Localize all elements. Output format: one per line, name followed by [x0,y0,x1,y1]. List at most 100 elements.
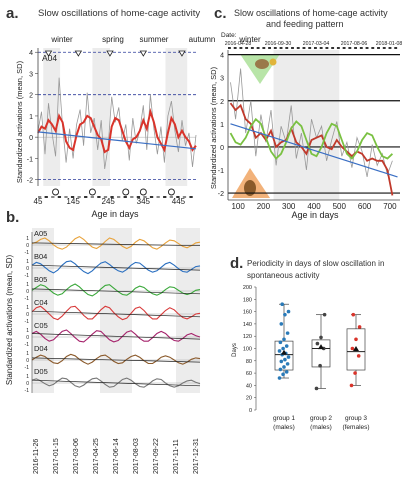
y-tick-label: 4 [220,53,224,60]
panel-c-title-line2: and feeding pattern [266,19,344,29]
y-tick-label: 1 [26,236,29,242]
date-bar [371,47,375,49]
date-bar [279,47,283,49]
x-tick-label: 500 [333,202,347,211]
row-label: B04 [34,252,47,261]
y-tick-label: 1 [26,374,29,380]
date-bar [273,47,277,49]
season-label: winter [50,35,73,44]
series-line [37,107,197,154]
y-tick-label: 1 [26,282,29,288]
series-line [31,329,201,343]
data-point [281,372,285,377]
season-label: autumn [189,35,216,44]
series-line [31,353,201,365]
date-bar [228,47,231,49]
data-point [284,370,289,374]
date-bar [336,47,340,49]
series-line [31,377,201,388]
mean-marker [318,344,324,350]
trend-line [31,288,201,295]
row-label: D05 [34,367,48,376]
data-point [356,354,361,358]
date-bar [103,196,108,198]
data-point [283,357,287,362]
panel-d-y-label: Days [232,343,238,357]
group-label: group 1 [273,415,295,422]
y-tick-label: 100 [243,347,252,353]
date-bar [302,47,306,49]
season-label: winter [238,35,261,44]
season-band [32,228,54,393]
panel-d-title-line1: Periodicity in days of slow oscillation … [247,259,384,268]
date-bar [163,196,167,198]
date-bar [291,47,294,49]
date-bar [388,47,392,49]
panel-c-letter: c. [214,5,227,22]
x-tick-label: 300 [282,202,296,211]
row-label: D04 [34,344,48,353]
series-line [230,68,393,177]
data-point [282,337,286,342]
date-bar [314,47,317,49]
date-bar [325,47,329,49]
date-bar [156,196,160,198]
season-label: spring [102,35,124,44]
series-line [37,131,197,150]
date-bar [51,196,55,198]
trend-line [31,379,201,387]
y-tick-label: 0 [26,335,29,341]
data-point [314,386,319,391]
data-point [353,371,357,375]
data-point [280,302,285,307]
mouse-icon [244,180,256,196]
row-label: B05 [34,275,47,284]
y-tick-label: 2 [29,93,33,100]
y-tick-label: 180 [243,297,252,303]
y-tick-label: 20 [246,396,252,402]
date-bar [348,47,352,49]
data-point [279,322,284,326]
x-tick-label: 200 [257,202,271,211]
row-label: C04 [34,298,48,307]
panel-d-letter: d. [230,255,243,272]
series-line [37,77,197,170]
x-tick-label: 345 [137,197,151,206]
minimum-marker [139,188,147,196]
date-bar [117,196,121,198]
series-line [31,283,201,297]
date-label: 2018-01-08 [376,41,403,47]
date-bar [149,196,154,198]
series-line [230,123,398,178]
data-point [315,341,320,346]
y-tick-label: 120 [243,334,252,340]
data-point [278,340,283,345]
panel-a: a. Slow oscillations of home-cage activi… [6,5,261,219]
x-tick-label: 45 [34,197,43,206]
panel-a-title: Slow oscillations of home-cage activity [38,8,200,19]
maximum-marker [106,50,114,57]
panel-a-x-label: Age in days [91,209,139,219]
date-bar [110,196,114,198]
date-bar [38,196,42,198]
food-icon [269,58,277,66]
y-tick-label: -1 [25,342,30,348]
trend-line [31,310,201,318]
panel-a-y-label: Standardized activations (mean, SD) [15,60,24,183]
y-tick-label: 1 [26,259,29,265]
date-bar [342,47,346,49]
data-point [318,363,322,368]
panel-c-y-label: Standardized activations (mean, SD) [209,66,218,189]
date-label: 2016-09-30 [265,41,292,47]
data-point [282,365,286,369]
group-sublabel: (females) [342,424,369,431]
trend-line [31,242,201,247]
data-point [279,359,284,364]
season-band [165,48,188,186]
panel-c-date-heading: Date: [221,32,237,39]
date-bar [169,196,173,198]
x-tick-label: 100 [231,202,245,211]
